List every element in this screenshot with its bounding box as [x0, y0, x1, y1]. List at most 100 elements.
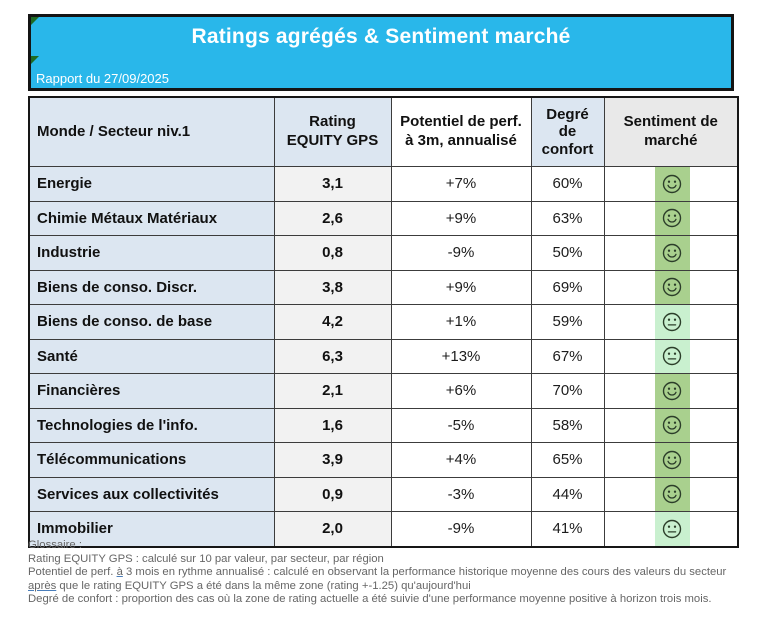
- glossary: Glossaire : Rating EQUITY GPS : calculé s…: [28, 539, 754, 607]
- comfort-cell: 44%: [530, 476, 605, 512]
- glossary-line: après que le rating EQUITY GPS a été dan…: [28, 580, 754, 594]
- comfort-cell: 65%: [530, 442, 605, 478]
- table-row: Biens de conso. Discr. 3,8 +9% 69%: [28, 269, 739, 305]
- table-row: Santé 6,3 +13% 67%: [28, 338, 739, 374]
- potential-cell: +9%: [390, 200, 532, 236]
- comfort-cell: 59%: [530, 304, 605, 340]
- smiley-happy-icon: [662, 381, 682, 400]
- sentiment-face: [654, 339, 690, 373]
- comfort-cell: 69%: [530, 269, 605, 305]
- cell-flag-icon: [31, 17, 39, 25]
- table-row: Chimie Métaux Matériaux 2,6 +9% 63%: [28, 200, 739, 236]
- glossary-text: Degré de confort : proportion des cas où…: [28, 593, 712, 606]
- comfort-cell: 50%: [530, 235, 605, 271]
- potential-cell: +7%: [390, 166, 532, 202]
- sector-cell: Energie: [28, 166, 275, 202]
- table-row: Services aux collectivités 0,9 -3% 44%: [28, 476, 739, 512]
- sector-cell: Chimie Métaux Matériaux: [28, 200, 275, 236]
- rating-cell: 3,1: [273, 166, 392, 202]
- smiley-happy-icon: [662, 243, 682, 262]
- rating-cell: 2,0: [273, 511, 392, 547]
- rating-cell: 1,6: [273, 407, 392, 443]
- smiley-neutral-icon: [662, 347, 682, 366]
- glossary-line: Potentiel de perf. à 3 mois en rythme an…: [28, 566, 754, 580]
- comfort-cell: 67%: [530, 338, 605, 374]
- sentiment-face: [654, 443, 690, 477]
- potential-cell: +4%: [390, 442, 532, 478]
- title-banner: Ratings agrégés & Sentiment marché Rappo…: [28, 14, 734, 91]
- smiley-happy-icon: [662, 209, 682, 228]
- sentiment-cell: [603, 407, 739, 443]
- smiley-happy-icon: [662, 278, 682, 297]
- comfort-cell: 58%: [530, 407, 605, 443]
- sector-cell: Santé: [28, 338, 275, 374]
- glossary-text: que le rating EQUITY GPS a été dans la m…: [56, 579, 471, 592]
- glossary-text: Rating EQUITY GPS : calculé sur 10 par v…: [28, 552, 384, 565]
- rating-cell: 0,8: [273, 235, 392, 271]
- rating-cell: 6,3: [273, 338, 392, 374]
- sentiment-cell: [603, 442, 739, 478]
- column-header-sector: Monde / Secteur niv.1: [28, 96, 275, 167]
- rating-cell: 3,9: [273, 442, 392, 478]
- potential-cell: -9%: [390, 511, 532, 547]
- comfort-cell: 41%: [530, 511, 605, 547]
- page-title: Ratings agrégés & Sentiment marché: [191, 25, 571, 48]
- sentiment-face: [654, 201, 690, 235]
- smiley-neutral-icon: [662, 519, 682, 538]
- sentiment-cell: [603, 235, 739, 271]
- rating-cell: 2,1: [273, 373, 392, 409]
- glossary-line: Glossaire :: [28, 539, 754, 553]
- glossary-text: 3 mois en rythme annualisé : calculé en …: [122, 566, 727, 579]
- comfort-cell: 63%: [530, 200, 605, 236]
- sentiment-face: [654, 374, 690, 408]
- rating-cell: 2,6: [273, 200, 392, 236]
- glossary-line: Rating EQUITY GPS : calculé sur 10 par v…: [28, 553, 754, 567]
- rating-cell: 0,9: [273, 476, 392, 512]
- sector-cell: Biens de conso. Discr.: [28, 269, 275, 305]
- sentiment-cell: [603, 476, 739, 512]
- potential-cell: -3%: [390, 476, 532, 512]
- smiley-happy-icon: [662, 416, 682, 435]
- table-row: Biens de conso. de base 4,2 +1% 59%: [28, 304, 739, 340]
- sentiment-face: [654, 270, 690, 304]
- glossary-underlined-term: à: [116, 566, 123, 579]
- column-header-sentiment: Sentiment de marché: [603, 96, 739, 167]
- sentiment-cell: [603, 373, 739, 409]
- table-row: Immobilier 2,0 -9% 41%: [28, 511, 739, 547]
- table-row: Financières 2,1 +6% 70%: [28, 373, 739, 409]
- comfort-cell: 70%: [530, 373, 605, 409]
- sentiment-cell: [603, 200, 739, 236]
- potential-cell: -9%: [390, 235, 532, 271]
- potential-cell: +9%: [390, 269, 532, 305]
- sentiment-cell: [603, 166, 739, 202]
- potential-cell: +1%: [390, 304, 532, 340]
- sector-cell: Financières: [28, 373, 275, 409]
- sector-cell: Immobilier: [28, 511, 275, 547]
- sentiment-cell: [603, 338, 739, 374]
- sector-cell: Services aux collectivités: [28, 476, 275, 512]
- column-header-comfort: Degré de confort: [530, 96, 605, 167]
- sentiment-face: [654, 305, 690, 339]
- smiley-neutral-icon: [662, 312, 682, 331]
- table-row: Télécommunications 3,9 +4% 65%: [28, 442, 739, 478]
- glossary-line: Degré de confort : proportion des cas où…: [28, 593, 754, 607]
- ratings-table: Monde / Secteur niv.1 Rating EQUITY GPS …: [28, 96, 739, 548]
- potential-cell: +6%: [390, 373, 532, 409]
- rating-cell: 3,8: [273, 269, 392, 305]
- rating-cell: 4,2: [273, 304, 392, 340]
- sector-cell: Biens de conso. de base: [28, 304, 275, 340]
- sector-cell: Télécommunications: [28, 442, 275, 478]
- sentiment-face: [654, 512, 690, 546]
- report-date: Rapport du 27/09/2025: [36, 71, 169, 86]
- column-header-rating: Rating EQUITY GPS: [273, 96, 392, 167]
- smiley-happy-icon: [662, 174, 682, 193]
- sector-cell: Industrie: [28, 235, 275, 271]
- ratings-table-container: Monde / Secteur niv.1 Rating EQUITY GPS …: [28, 96, 739, 548]
- sentiment-cell: [603, 304, 739, 340]
- smiley-happy-icon: [662, 450, 682, 469]
- sentiment-face: [654, 408, 690, 442]
- table-row: Technologies de l'info. 1,6 -5% 58%: [28, 407, 739, 443]
- sentiment-face: [654, 236, 690, 270]
- table-row: Industrie 0,8 -9% 50%: [28, 235, 739, 271]
